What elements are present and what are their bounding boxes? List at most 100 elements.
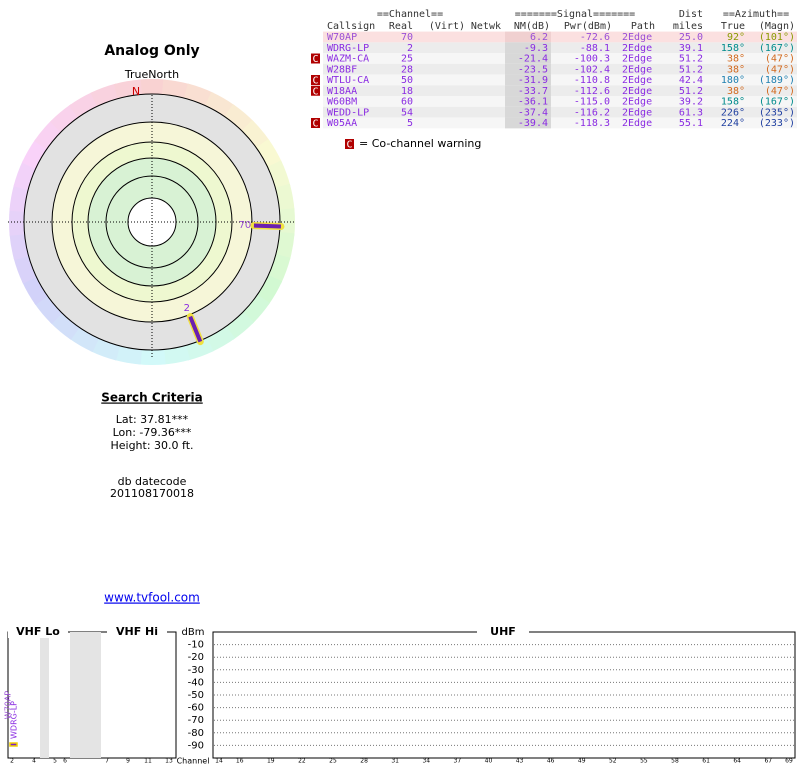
datecode-label: db datecode <box>118 475 187 488</box>
cell-pwr: -115.0 <box>574 97 610 108</box>
y-tick-label: -70 <box>188 715 204 726</box>
channel-label: 61 <box>702 758 710 765</box>
y-tick-label: -50 <box>188 690 204 701</box>
cell-dist: 39.1 <box>679 43 703 54</box>
channel-label: 55 <box>640 758 648 765</box>
nm-cell <box>505 31 551 43</box>
spectrum: VHF Lo VHF Hi UHF dBm -10-20 -30-40 -50 -60-70 -… <box>4 625 796 766</box>
cochannel-icon-bg <box>311 53 320 64</box>
column-header: Real <box>389 21 413 32</box>
cell-pwr: -110.8 <box>574 75 610 86</box>
cell-true: 224° <box>721 118 745 129</box>
station-marker <box>188 315 203 343</box>
channel-label: 52 <box>609 758 617 765</box>
cell-magn: (47°) <box>765 86 795 97</box>
channel-label: 9 <box>126 758 130 765</box>
cell-callsign: WEDD-LP <box>327 107 369 118</box>
north-label: TrueNorth <box>124 68 179 81</box>
cell-pwr: -112.6 <box>574 86 610 97</box>
search-title: Search Criteria <box>101 391 202 405</box>
cell-magn: (235°) <box>759 107 795 118</box>
station-table: ==Channel== =======Signal======= ==Azimuth… <box>311 9 797 130</box>
x-axis-label: Channel <box>177 757 210 766</box>
uhf-panel <box>212 631 796 759</box>
cochannel-icon-bg <box>311 118 320 128</box>
cell-callsign: W60BM <box>327 97 357 108</box>
site-link[interactable]: www.tvfool.com <box>104 591 200 605</box>
nm-cell <box>505 117 551 129</box>
cell-magn: (233°) <box>759 118 795 129</box>
y-tick-label: -90 <box>188 740 204 751</box>
channel-label: 2 <box>10 758 14 765</box>
cell-callsign: WTLU-CA <box>327 75 369 86</box>
cochannel-icon: C <box>312 119 318 130</box>
cell-path: 2Edge <box>622 32 652 43</box>
section-label: VHF Lo <box>16 625 60 638</box>
cochannel-icon-bg <box>345 139 354 149</box>
cell-pwr: -100.3 <box>574 54 610 65</box>
vhf-gap <box>40 632 49 758</box>
y-tick-label: -10 <box>188 640 204 651</box>
lon: Lon: -79.36*** <box>113 426 192 439</box>
column-header: Path <box>631 21 655 32</box>
cochannel-legend: = Co-channel warning <box>359 137 481 150</box>
cell-pwr: -118.3 <box>574 118 610 129</box>
station-label: 70 <box>239 220 252 231</box>
signal-bar <box>9 742 18 747</box>
channel-label: 5 <box>53 758 57 765</box>
cell-nm: -36.1 <box>518 97 548 108</box>
cell-nm: -39.4 <box>518 118 548 129</box>
cell-nm: -37.4 <box>518 107 548 118</box>
cell-real: 50 <box>401 75 413 86</box>
cell-true: 38° <box>727 54 745 65</box>
cell-pwr: -116.2 <box>574 107 610 118</box>
channel-label: 7 <box>105 758 109 765</box>
cochannel-icon-bg <box>311 75 320 85</box>
channel-label: 6 <box>63 758 67 765</box>
cell-dist: 39.2 <box>679 97 703 108</box>
channel-label: 40 <box>485 758 493 765</box>
cell-magn: (47°) <box>765 64 795 75</box>
channel-label: 28 <box>360 758 368 765</box>
cell-real: 54 <box>401 107 413 118</box>
polar-plot: N 70 2 <box>8 79 296 365</box>
nm-cell <box>505 63 551 75</box>
nm-cell <box>505 106 551 118</box>
y-axis-label: dBm <box>182 627 205 638</box>
nm-cell <box>505 42 551 54</box>
cell-real: 2 <box>407 43 413 54</box>
cochannel-icon: C <box>346 140 352 151</box>
row-background <box>323 31 797 43</box>
cell-true: 38° <box>727 64 745 75</box>
channel-label: 16 <box>236 758 244 765</box>
cell-callsign: WAZM-CA <box>327 54 369 65</box>
channel-label: 11 <box>144 758 152 765</box>
cell-nm: -31.9 <box>518 75 548 86</box>
channel-label: 43 <box>516 758 524 765</box>
cell-path: 2Edge <box>622 43 652 54</box>
group-header: ==Azimuth== <box>723 9 789 20</box>
cell-real: 60 <box>401 97 413 108</box>
cell-magn: (167°) <box>759 43 795 54</box>
cell-dist: 51.2 <box>679 86 703 97</box>
section-label: VHF Hi <box>116 625 158 638</box>
column-header: Callsign <box>327 21 375 32</box>
polar-title: Analog Only <box>104 43 199 59</box>
north-marker: N <box>132 85 140 98</box>
cell-pwr: -102.4 <box>574 64 610 75</box>
cell-dist: 55.1 <box>679 118 703 129</box>
datecode: 201108170018 <box>110 487 194 500</box>
station-label: 2 <box>184 303 190 314</box>
column-header: True <box>721 21 745 32</box>
cell-true: 158° <box>721 97 745 108</box>
column-header: Netwk <box>471 21 501 32</box>
column-header: miles <box>673 21 703 32</box>
cell-path: 2Edge <box>622 86 652 97</box>
channel-label: 58 <box>671 758 679 765</box>
row-background <box>323 85 797 97</box>
cell-dist: 51.2 <box>679 54 703 65</box>
section-label-bg <box>8 626 68 638</box>
vhf-gap <box>70 632 101 758</box>
